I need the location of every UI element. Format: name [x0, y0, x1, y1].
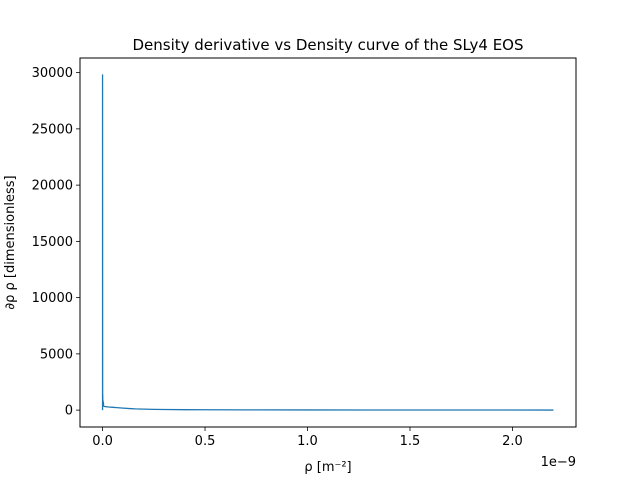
- x-tick-label: 1.5: [400, 434, 421, 449]
- plot-frame: [79, 57, 577, 428]
- y-tick-label: 30000: [32, 66, 73, 81]
- y-axis-label: ∂ρ ρ [dimensionless]: [3, 175, 18, 309]
- y-tick-label: 10000: [32, 291, 73, 306]
- y-axis: 0 5000 10000 15000 20000 25000 30000: [32, 66, 80, 419]
- x-tick-label: 1.0: [297, 434, 318, 449]
- x-tick-label: 0.5: [195, 434, 216, 449]
- y-tick-label: 20000: [32, 179, 73, 194]
- x-tick-label: 0.0: [92, 434, 113, 449]
- y-tick-label: 5000: [40, 347, 73, 362]
- chart-title: Density derivative vs Density curve of t…: [132, 36, 523, 54]
- series-line-0: [101, 74, 554, 411]
- plot-area: [101, 74, 554, 411]
- x-axis: 0.0 0.5 1.0 1.5 2.0: [92, 427, 523, 449]
- y-tick-label: 0: [65, 404, 73, 419]
- y-tick-label: 25000: [32, 122, 73, 137]
- x-axis-offset-label: 1e−9: [541, 455, 576, 470]
- x-tick-label: 2.0: [502, 434, 523, 449]
- y-tick-label: 15000: [32, 235, 73, 250]
- x-axis-label: ρ [m⁻²]: [304, 460, 351, 475]
